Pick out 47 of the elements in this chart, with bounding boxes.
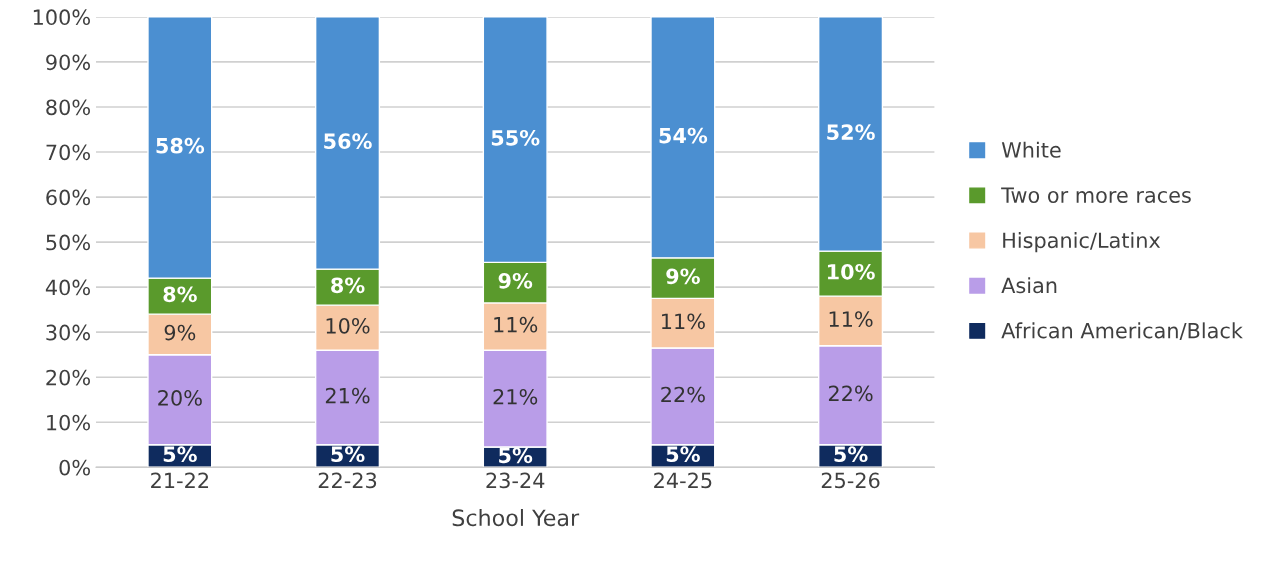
data-label: 5% [331,446,365,463]
data-label: 54% [659,127,708,144]
data-label: 52% [827,124,875,141]
legend-label: Asian [1001,277,1057,294]
x-tick-label: 22-23 [318,472,377,489]
x-tick-label: 23-24 [486,472,545,489]
y-tick-label: 70% [46,144,90,161]
data-label: 5% [834,446,868,463]
x-tick-label: 21-22 [151,472,209,488]
data-label: 8% [163,286,197,303]
data-label: 21% [325,387,370,404]
data-label: 5% [499,447,533,464]
data-label: 5% [666,446,700,463]
data-label: 56% [324,133,372,150]
y-tick-label: 100% [33,9,90,26]
data-label: 8% [331,277,365,294]
data-label: 11% [494,316,538,333]
y-tick-label: 30% [46,324,90,341]
legend-label: White [1001,141,1061,158]
data-label: 11% [662,313,705,330]
data-label: 9% [666,268,700,285]
data-label: 55% [491,129,540,146]
data-label: 22% [828,385,873,402]
data-label: 22% [661,386,705,403]
x-tick-label: 25-26 [821,472,880,489]
y-tick-label: 10% [47,414,90,431]
data-label: 21% [493,388,538,405]
data-label: 10% [827,263,875,280]
y-tick-label: 20% [46,369,90,386]
data-label: 9% [164,324,196,341]
legend-label: Hispanic/Latinx [1003,232,1161,253]
legend-label: Two or more races [1001,187,1191,203]
y-tick-label: 0% [59,459,90,476]
x-axis-title: School Year [452,508,580,527]
y-tick-label: 40% [45,279,90,296]
data-label: 10% [326,317,370,334]
x-tick-label: 24-25 [654,472,712,489]
y-tick-label: 90% [46,54,90,71]
y-tick-label: 50% [46,234,90,251]
y-tick-label: 60% [46,189,90,206]
data-label: 11% [829,311,873,327]
data-label: 20% [158,390,202,406]
data-label: 58% [156,137,205,154]
data-label: 9% [498,272,533,289]
data-label: 5% [163,446,197,463]
legend-label: African American/Black [1001,322,1243,341]
y-tick-label: 80% [46,99,90,116]
